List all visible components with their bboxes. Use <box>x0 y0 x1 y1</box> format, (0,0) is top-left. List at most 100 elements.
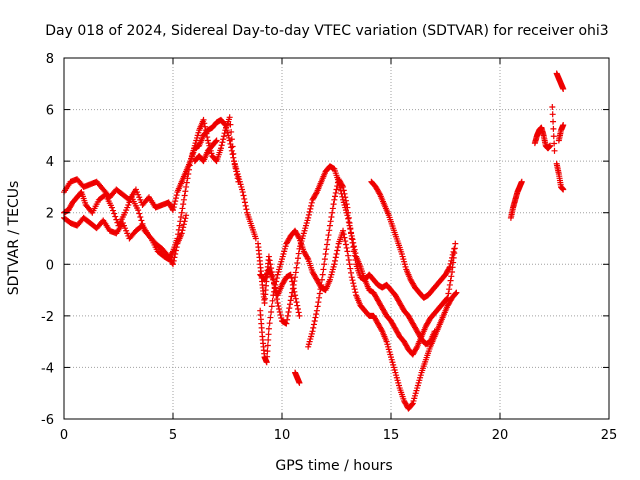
data-point <box>351 286 358 293</box>
data-point <box>453 289 460 296</box>
data-point <box>349 239 356 246</box>
data-point <box>269 297 276 304</box>
data-point <box>201 123 208 130</box>
data-point <box>292 292 299 299</box>
data-point <box>340 183 347 190</box>
data-point <box>317 286 324 293</box>
data-point <box>447 260 454 267</box>
axis-ticks: 0 5 10 15 20 25 -6 -4 -2 0 2 4 6 8 <box>41 52 617 443</box>
data-point <box>290 285 297 292</box>
data-point <box>227 121 234 128</box>
data-point <box>296 379 303 386</box>
data-point <box>242 202 249 209</box>
data-series <box>553 160 567 193</box>
data-point <box>229 143 236 150</box>
data-point <box>182 215 189 222</box>
data-point <box>289 278 296 285</box>
data-point <box>316 290 323 297</box>
data-point <box>327 218 334 225</box>
data-point <box>449 254 456 261</box>
data-point <box>325 232 332 239</box>
data-point <box>241 199 248 206</box>
data-point <box>284 312 291 319</box>
data-point <box>304 254 311 261</box>
data-point <box>228 128 235 135</box>
data-point <box>341 234 348 241</box>
data-point <box>171 254 178 261</box>
data-point <box>340 231 347 238</box>
data-point <box>350 244 357 251</box>
data-point <box>447 277 454 284</box>
data-point <box>310 324 317 331</box>
data-point <box>310 321 317 328</box>
data-point <box>446 286 453 293</box>
data-point <box>342 194 349 201</box>
data-point <box>547 142 554 149</box>
data-series <box>549 103 558 154</box>
data-point <box>446 263 453 270</box>
data-point <box>293 264 300 271</box>
data-point <box>550 118 557 125</box>
data-point <box>170 257 177 264</box>
y-tick-label: 4 <box>46 155 54 170</box>
data-point <box>110 207 117 214</box>
data-point <box>451 245 458 252</box>
data-point <box>342 241 349 248</box>
data-point <box>172 198 179 205</box>
data-point <box>551 140 558 147</box>
data-point <box>265 336 272 343</box>
data-point <box>348 269 355 276</box>
data-point <box>233 168 240 175</box>
data-point <box>296 312 303 319</box>
data-point <box>560 122 567 129</box>
data-point <box>351 252 358 259</box>
data-point <box>347 225 354 232</box>
data-point <box>333 250 340 257</box>
data-point <box>184 175 191 182</box>
data-point <box>265 253 272 260</box>
data-point <box>173 192 180 199</box>
data-point <box>307 205 314 212</box>
data-point <box>267 261 274 268</box>
data-point <box>326 227 333 234</box>
data-point <box>232 165 239 172</box>
data-point <box>295 234 302 241</box>
data-point <box>266 257 273 264</box>
data-point <box>324 236 331 243</box>
data-point <box>185 166 192 173</box>
data-point <box>294 255 301 262</box>
data-point <box>284 316 291 323</box>
data-point <box>231 161 238 168</box>
data-point <box>321 261 328 268</box>
data-point <box>334 244 341 251</box>
data-point <box>376 190 383 197</box>
data-point <box>294 259 301 266</box>
data-point <box>172 247 179 254</box>
y-axis-label: SDTVAR / TECUs <box>6 181 22 296</box>
data-point <box>346 261 353 268</box>
data-point <box>176 222 183 229</box>
data-point <box>346 220 353 227</box>
data-point <box>326 222 333 229</box>
x-tick-label: 0 <box>60 428 68 443</box>
data-point <box>204 134 211 141</box>
data-point <box>137 214 144 221</box>
data-point <box>323 246 330 253</box>
data-point <box>320 266 327 273</box>
data-point <box>339 182 346 189</box>
data-point <box>285 308 292 315</box>
data-points <box>61 70 567 412</box>
data-point <box>179 227 186 234</box>
data-point <box>286 305 293 312</box>
data-point <box>378 327 385 334</box>
data-point <box>287 271 294 278</box>
data-point <box>178 230 185 237</box>
data-point <box>306 208 313 215</box>
data-point <box>311 318 318 325</box>
data-point <box>113 216 120 223</box>
y-tick-label: -4 <box>41 361 54 376</box>
data-point <box>239 189 246 196</box>
data-point <box>181 218 188 225</box>
data-point <box>294 302 301 309</box>
data-point <box>445 290 452 297</box>
